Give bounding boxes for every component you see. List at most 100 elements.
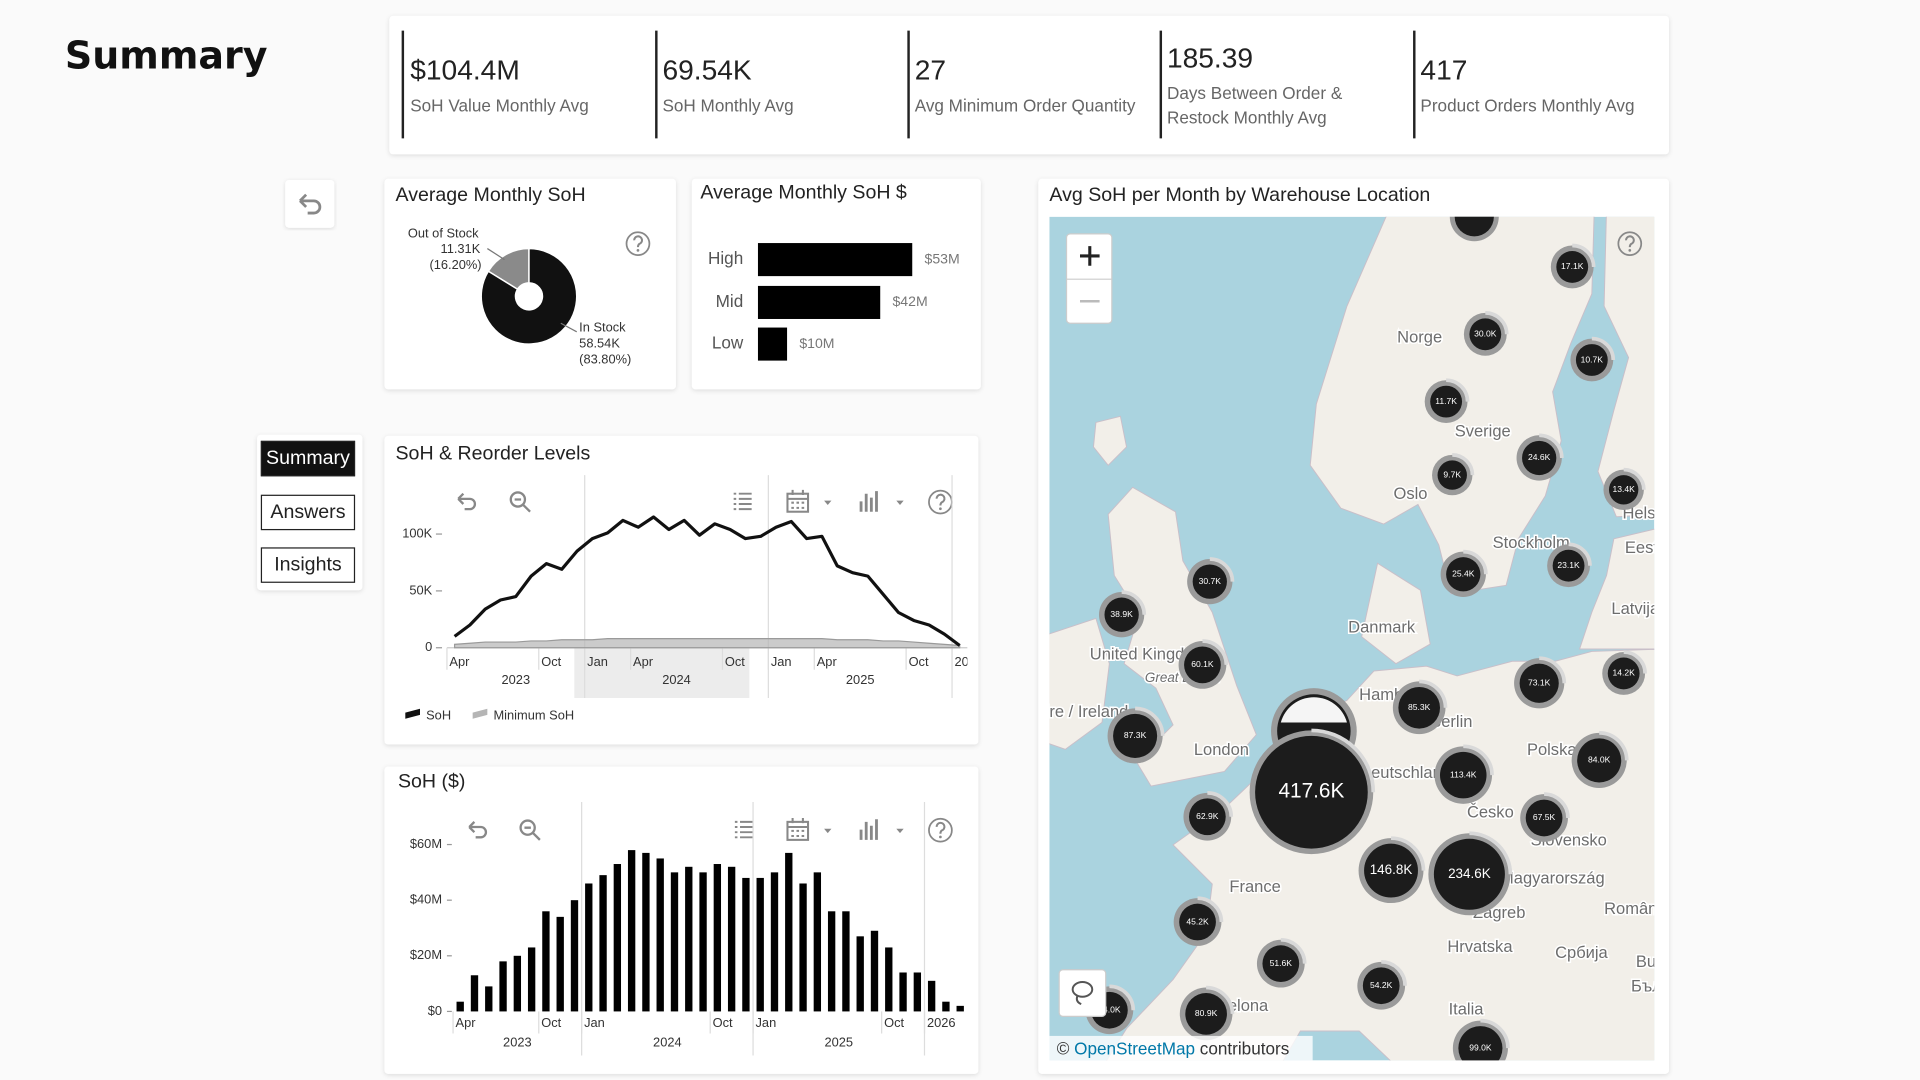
page-title: Summary bbox=[64, 34, 268, 79]
lasso-button[interactable] bbox=[1058, 969, 1107, 1017]
cluster-ring-highlight[interactable] bbox=[1599, 731, 1629, 761]
cluster-ring-highlight[interactable] bbox=[1109, 984, 1136, 1011]
cluster-label[interactable]: 25.4K bbox=[1452, 569, 1475, 579]
cluster[interactable] bbox=[1522, 440, 1557, 476]
cluster-ring-highlight[interactable] bbox=[1390, 836, 1426, 871]
cluster-ring-highlight[interactable] bbox=[1381, 960, 1407, 986]
cluster-ring-highlight[interactable] bbox=[1485, 311, 1509, 335]
cluster-ring-highlight[interactable] bbox=[1452, 453, 1475, 476]
cluster-label[interactable]: 11.7K bbox=[1435, 396, 1457, 406]
cluster-label[interactable]: 234.6K bbox=[1448, 866, 1491, 881]
cluster-label[interactable]: 87.3K bbox=[1124, 730, 1147, 740]
cluster[interactable] bbox=[1179, 903, 1216, 941]
cluster-ring-highlight[interactable] bbox=[1543, 792, 1570, 819]
cluster-ring-highlight[interactable] bbox=[1197, 896, 1224, 923]
cluster[interactable] bbox=[1577, 738, 1622, 783]
cluster-ring-highlight[interactable] bbox=[1463, 549, 1488, 575]
cluster[interactable] bbox=[1185, 993, 1227, 1035]
cluster[interactable] bbox=[1458, 1026, 1503, 1070]
cluster-label[interactable]: 60.1K bbox=[1191, 659, 1214, 669]
cluster-ring-highlight[interactable] bbox=[1280, 937, 1307, 964]
cluster-ring-highlight[interactable] bbox=[1591, 336, 1616, 361]
cluster-ring-highlight[interactable] bbox=[1539, 433, 1564, 459]
cluster[interactable] bbox=[1262, 945, 1300, 983]
cluster-label[interactable]: 13.4K bbox=[1612, 484, 1635, 494]
cluster[interactable] bbox=[1398, 686, 1440, 729]
cluster-ring-highlight[interactable] bbox=[1311, 728, 1376, 793]
cluster-label[interactable]: 10.7K bbox=[1581, 354, 1604, 364]
cluster-label[interactable]: 417.6K bbox=[1278, 780, 1344, 803]
cluster-ring-highlight[interactable] bbox=[1463, 744, 1494, 776]
cluster-label[interactable]: 23.1K bbox=[1557, 560, 1580, 570]
cluster-label[interactable]: 17.1K bbox=[1561, 261, 1584, 271]
cluster-label[interactable]: 64.0K bbox=[1098, 1004, 1121, 1014]
cluster-label[interactable]: 45.2K bbox=[1186, 916, 1209, 926]
cluster-label[interactable]: 9.7K bbox=[1443, 469, 1461, 479]
nav-button[interactable]: Summary bbox=[260, 440, 356, 477]
cluster[interactable] bbox=[1440, 751, 1487, 799]
cluster-label[interactable]: 30.0K bbox=[1474, 329, 1497, 339]
cluster[interactable] bbox=[1184, 646, 1221, 684]
nav-button[interactable]: Insights bbox=[260, 547, 356, 583]
cluster[interactable] bbox=[1433, 838, 1505, 910]
cluster-label[interactable]: 84.0K bbox=[1588, 755, 1611, 765]
cluster[interactable] bbox=[1575, 344, 1608, 376]
cluster-label[interactable]: 24.6K bbox=[1528, 452, 1551, 462]
cluster-ring-highlight[interactable] bbox=[1623, 467, 1646, 490]
cluster-ring-highlight[interactable] bbox=[1206, 985, 1235, 1014]
cluster-label[interactable]: 73.1K bbox=[1528, 678, 1551, 688]
cluster[interactable] bbox=[1437, 460, 1467, 490]
cluster-label[interactable]: 54.2K bbox=[1370, 980, 1393, 990]
cluster-ring-highlight[interactable] bbox=[1419, 679, 1448, 708]
cluster-ring-highlight[interactable] bbox=[1202, 639, 1229, 666]
cluster[interactable] bbox=[1607, 657, 1640, 690]
cluster[interactable] bbox=[1113, 713, 1158, 758]
cluster-label[interactable]: 99.0K bbox=[1469, 1042, 1492, 1052]
y-tick-label: $60M bbox=[410, 836, 442, 851]
zoom-in[interactable] bbox=[1080, 246, 1100, 266]
cluster-label[interactable]: 62.9K bbox=[1196, 811, 1219, 821]
cluster[interactable] bbox=[1556, 251, 1589, 283]
cluster-ring-highlight[interactable] bbox=[1209, 557, 1235, 582]
cluster-ring-highlight[interactable] bbox=[1623, 650, 1647, 674]
cluster[interactable] bbox=[1525, 799, 1563, 837]
lasso-box[interactable] bbox=[1058, 969, 1107, 1017]
map[interactable]: NorgeSverigeOsloStockholmHelsinkiEestiLa… bbox=[1035, 192, 1705, 1077]
cluster-label[interactable]: 67.5K bbox=[1533, 812, 1556, 822]
cluster[interactable] bbox=[1104, 597, 1139, 632]
cluster[interactable] bbox=[1608, 475, 1639, 505]
zoom-control[interactable] bbox=[1065, 233, 1113, 324]
nav-button[interactable]: Answers bbox=[260, 494, 356, 531]
cluster[interactable] bbox=[1446, 557, 1481, 592]
attribution-link[interactable]: OpenStreetMap bbox=[1074, 1038, 1195, 1058]
cluster[interactable] bbox=[1364, 843, 1418, 898]
cluster[interactable] bbox=[1552, 549, 1585, 582]
cluster-ring-highlight[interactable] bbox=[1121, 590, 1147, 615]
cluster-ring-highlight[interactable] bbox=[1207, 791, 1234, 817]
cluster[interactable] bbox=[1192, 564, 1227, 599]
cluster-ring-highlight[interactable] bbox=[1445, 378, 1470, 402]
cluster-label[interactable]: 30.7K bbox=[1199, 576, 1222, 586]
cluster-ring-highlight[interactable] bbox=[1539, 656, 1567, 684]
cluster-label[interactable]: 51.6K bbox=[1270, 958, 1293, 968]
cluster[interactable] bbox=[1454, 197, 1494, 237]
cluster-label[interactable]: 146.8K bbox=[1370, 862, 1413, 877]
back-button[interactable] bbox=[285, 180, 335, 228]
cluster[interactable] bbox=[1188, 798, 1226, 836]
cluster-label[interactable]: 85.3K bbox=[1408, 702, 1431, 712]
cluster[interactable] bbox=[1469, 318, 1502, 351]
cluster-ring-highlight[interactable] bbox=[1134, 706, 1165, 737]
cluster[interactable] bbox=[1362, 967, 1400, 1005]
cluster[interactable] bbox=[1255, 735, 1368, 849]
cluster-label[interactable]: 38.9K bbox=[1110, 609, 1133, 619]
cluster-ring-highlight[interactable] bbox=[1568, 542, 1592, 566]
cluster-label[interactable]: 113.4K bbox=[1450, 769, 1477, 779]
cluster-label[interactable]: 80.9K bbox=[1195, 1008, 1218, 1018]
cluster-ring-highlight[interactable] bbox=[1480, 1018, 1510, 1049]
cluster-ring-highlight[interactable] bbox=[1572, 243, 1596, 268]
cluster-segment[interactable] bbox=[1280, 697, 1347, 723]
cluster-label[interactable]: 14.2K bbox=[1612, 668, 1635, 678]
cluster-ring-highlight[interactable] bbox=[1469, 831, 1513, 875]
cluster[interactable] bbox=[1519, 663, 1559, 703]
cluster[interactable] bbox=[1430, 385, 1463, 418]
